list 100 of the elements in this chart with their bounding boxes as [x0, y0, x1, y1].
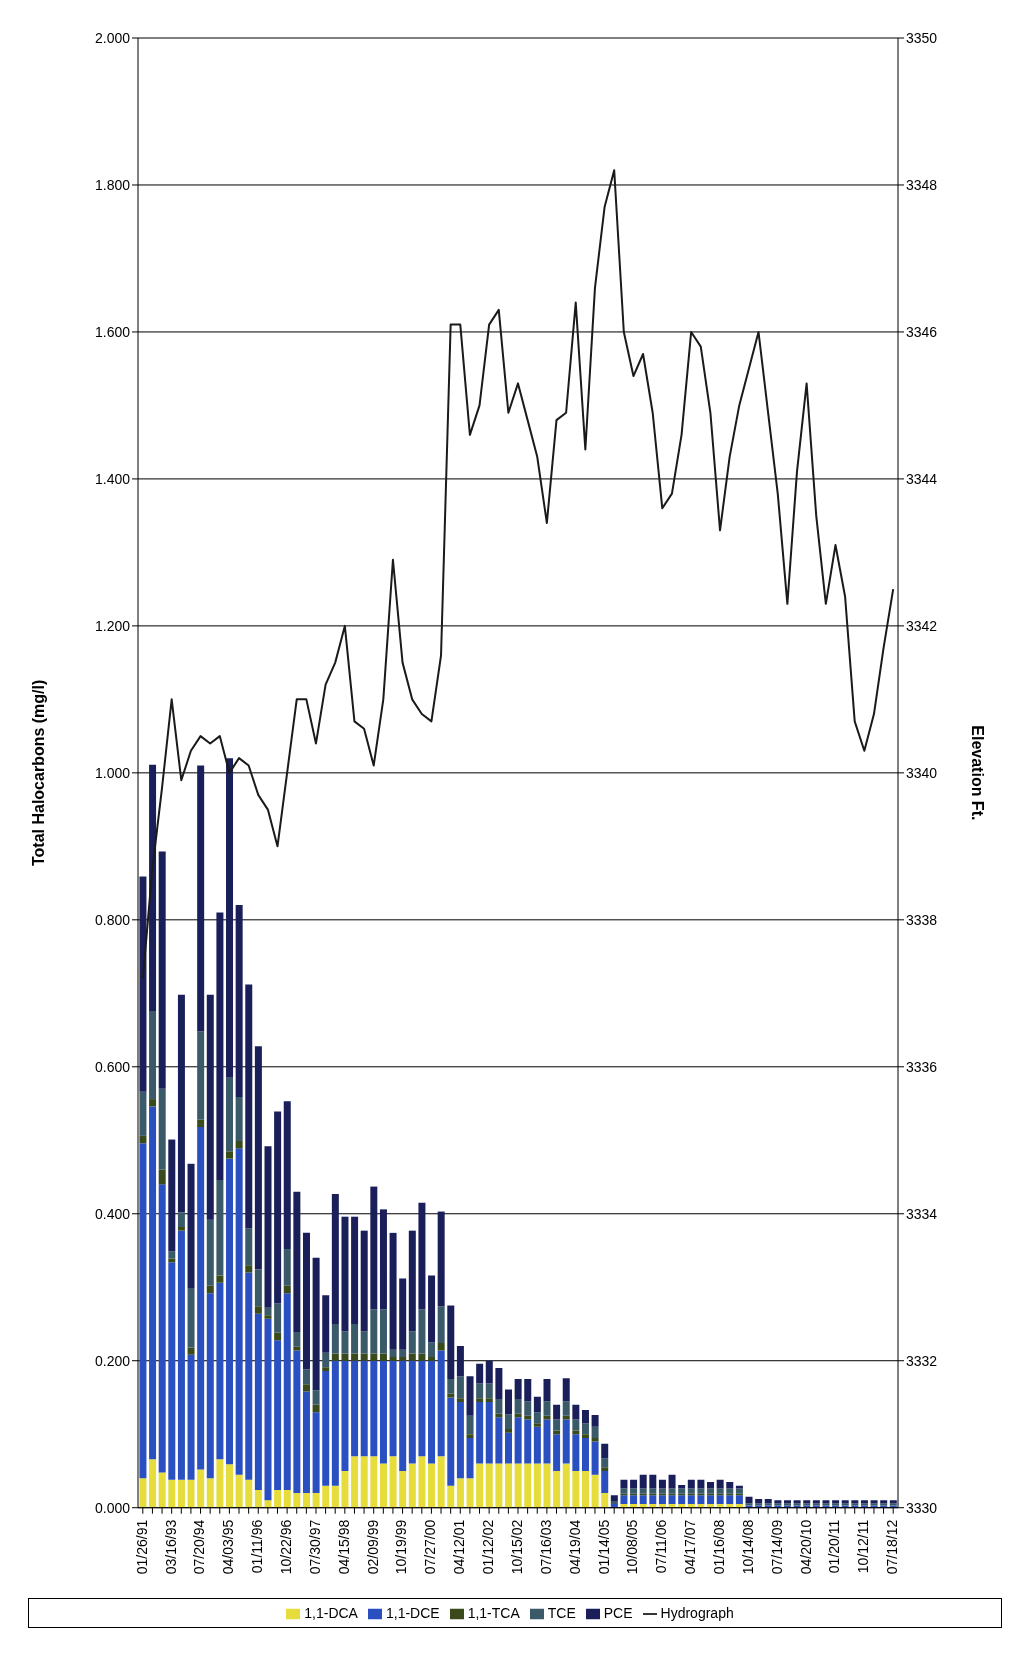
- bar: [399, 1360, 407, 1471]
- bar: [437, 1343, 445, 1351]
- bar: [591, 1426, 599, 1438]
- bar: [735, 1485, 743, 1489]
- bar: [505, 1414, 513, 1430]
- bar: [312, 1404, 320, 1413]
- bar: [399, 1278, 407, 1350]
- bar: [226, 1077, 234, 1152]
- bar: [312, 1412, 320, 1494]
- bar: [283, 1490, 291, 1508]
- bar: [293, 1332, 301, 1347]
- bar: [553, 1419, 561, 1431]
- bar: [485, 1401, 493, 1464]
- bar: [322, 1295, 330, 1353]
- bar: [264, 1500, 272, 1508]
- y-tick-label: 1.600: [94, 323, 131, 340]
- bar: [351, 1456, 359, 1508]
- y2-tick-label: 3348: [906, 176, 938, 193]
- bar: [206, 1285, 214, 1294]
- bar: [524, 1415, 532, 1420]
- bar: [581, 1437, 589, 1471]
- bar: [351, 1216, 359, 1324]
- bar: [533, 1423, 541, 1427]
- bar: [533, 1412, 541, 1424]
- bar: [254, 1306, 262, 1314]
- bar: [505, 1429, 513, 1433]
- bar: [158, 1169, 166, 1185]
- bar: [668, 1488, 676, 1494]
- x-tick-label: 10/19/99: [393, 1519, 410, 1575]
- bar: [206, 1293, 214, 1479]
- bar: [630, 1495, 638, 1505]
- y2-axis-title: Elevation Ft.: [969, 725, 987, 821]
- x-tick-label: 07/18/12: [884, 1519, 901, 1575]
- bar: [543, 1419, 551, 1464]
- bar: [254, 1490, 262, 1508]
- bar: [197, 1119, 205, 1128]
- bar: [591, 1437, 599, 1442]
- bar: [341, 1216, 349, 1332]
- bar: [466, 1376, 474, 1416]
- bar: [216, 912, 224, 1180]
- x-tick-label: 04/17/07: [682, 1519, 699, 1575]
- bar: [745, 1496, 753, 1504]
- y2-tick-label: 3340: [906, 764, 938, 781]
- bar: [274, 1490, 282, 1508]
- bar: [370, 1456, 378, 1508]
- bar: [389, 1349, 397, 1358]
- bar: [591, 1474, 599, 1508]
- bar: [226, 1158, 234, 1465]
- bar: [302, 1493, 310, 1508]
- bar: [601, 1467, 609, 1471]
- bar: [331, 1323, 339, 1354]
- x-tick-label: 02/09/99: [364, 1519, 381, 1575]
- bar: [360, 1353, 368, 1361]
- bar: [437, 1456, 445, 1508]
- bar: [360, 1456, 368, 1508]
- bar: [495, 1398, 503, 1414]
- bar: [408, 1353, 416, 1361]
- bar: [408, 1360, 416, 1464]
- bar: [322, 1352, 330, 1368]
- x-tick-label: 04/12/01: [451, 1519, 468, 1575]
- legend-label: PCE: [603, 1604, 633, 1621]
- bar: [562, 1378, 570, 1402]
- bar: [678, 1488, 686, 1494]
- x-tick-label: 10/14/08: [739, 1519, 756, 1575]
- bar: [620, 1479, 628, 1489]
- bar: [697, 1488, 705, 1494]
- bar: [177, 994, 185, 1213]
- bar: [226, 1151, 234, 1159]
- bar: [226, 758, 234, 1078]
- bar: [322, 1485, 330, 1508]
- bar: [514, 1463, 522, 1508]
- bar: [476, 1398, 484, 1402]
- bar: [687, 1488, 695, 1494]
- bar: [668, 1495, 676, 1505]
- bar: [533, 1426, 541, 1464]
- y-tick-label: 2.000: [94, 29, 131, 46]
- bar: [447, 1305, 455, 1380]
- bar: [389, 1360, 397, 1457]
- legend-label: 1,1-DCA: [304, 1604, 358, 1621]
- bar: [245, 984, 253, 1229]
- bar: [331, 1360, 339, 1486]
- bar: [379, 1353, 387, 1361]
- bar: [456, 1478, 464, 1508]
- bar: [139, 1143, 147, 1479]
- bar: [572, 1470, 580, 1508]
- bar: [524, 1379, 532, 1402]
- bar: [264, 1307, 272, 1316]
- bar: [197, 1031, 205, 1120]
- bar: [389, 1456, 397, 1508]
- bar: [264, 1318, 272, 1501]
- y-tick-label: 0.000: [94, 1499, 131, 1516]
- y2-tick-label: 3334: [906, 1205, 938, 1222]
- bar: [187, 1163, 195, 1289]
- bar: [302, 1391, 310, 1494]
- bar: [418, 1202, 426, 1310]
- bar: [658, 1488, 666, 1494]
- bar: [630, 1488, 638, 1494]
- bar: [197, 765, 205, 1032]
- bar: [524, 1419, 532, 1464]
- bar: [437, 1211, 445, 1307]
